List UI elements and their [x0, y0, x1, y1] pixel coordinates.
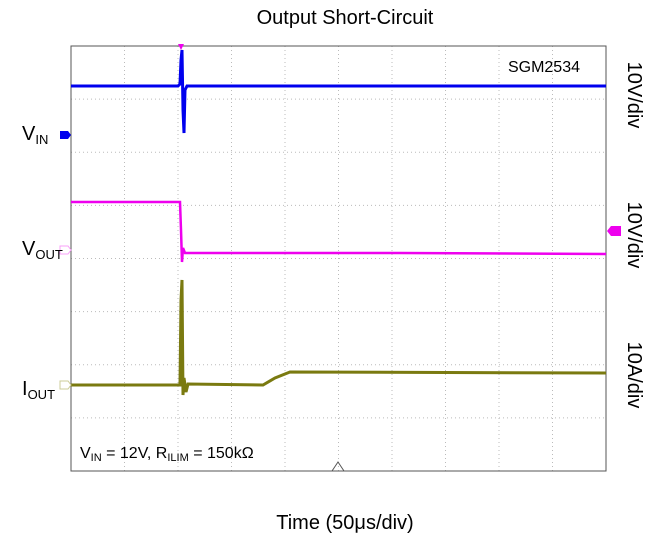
x-label: Time (50μs/div)	[276, 512, 413, 534]
vout-marker	[59, 245, 72, 255]
vout-trace	[71, 200, 607, 263]
title: Output Short-Circuit	[257, 7, 434, 29]
channel-label: IOUT	[22, 378, 55, 402]
channel-scale: 10A/div	[623, 342, 645, 409]
vin-marker	[60, 131, 71, 139]
grid	[71, 46, 606, 471]
conditions: VIN = 12V, RILIM = 150kΩ	[80, 445, 254, 464]
center-marker	[331, 461, 345, 472]
channel-scale: 10V/div	[623, 202, 645, 269]
channel-label: VOUT	[22, 238, 63, 262]
iout-trace	[71, 279, 607, 396]
iout-marker	[59, 380, 72, 390]
device-label: SGM2534	[508, 59, 580, 76]
trigger-position	[178, 44, 184, 50]
channel-label: VIN	[22, 123, 48, 147]
channel-labels: VIN 10V/div VOUT 10V/div IOUT 10A/div	[22, 62, 645, 409]
trigger-level-marker	[607, 226, 621, 236]
channel-scale: 10V/div	[623, 62, 645, 129]
vin-trace	[71, 49, 606, 134]
